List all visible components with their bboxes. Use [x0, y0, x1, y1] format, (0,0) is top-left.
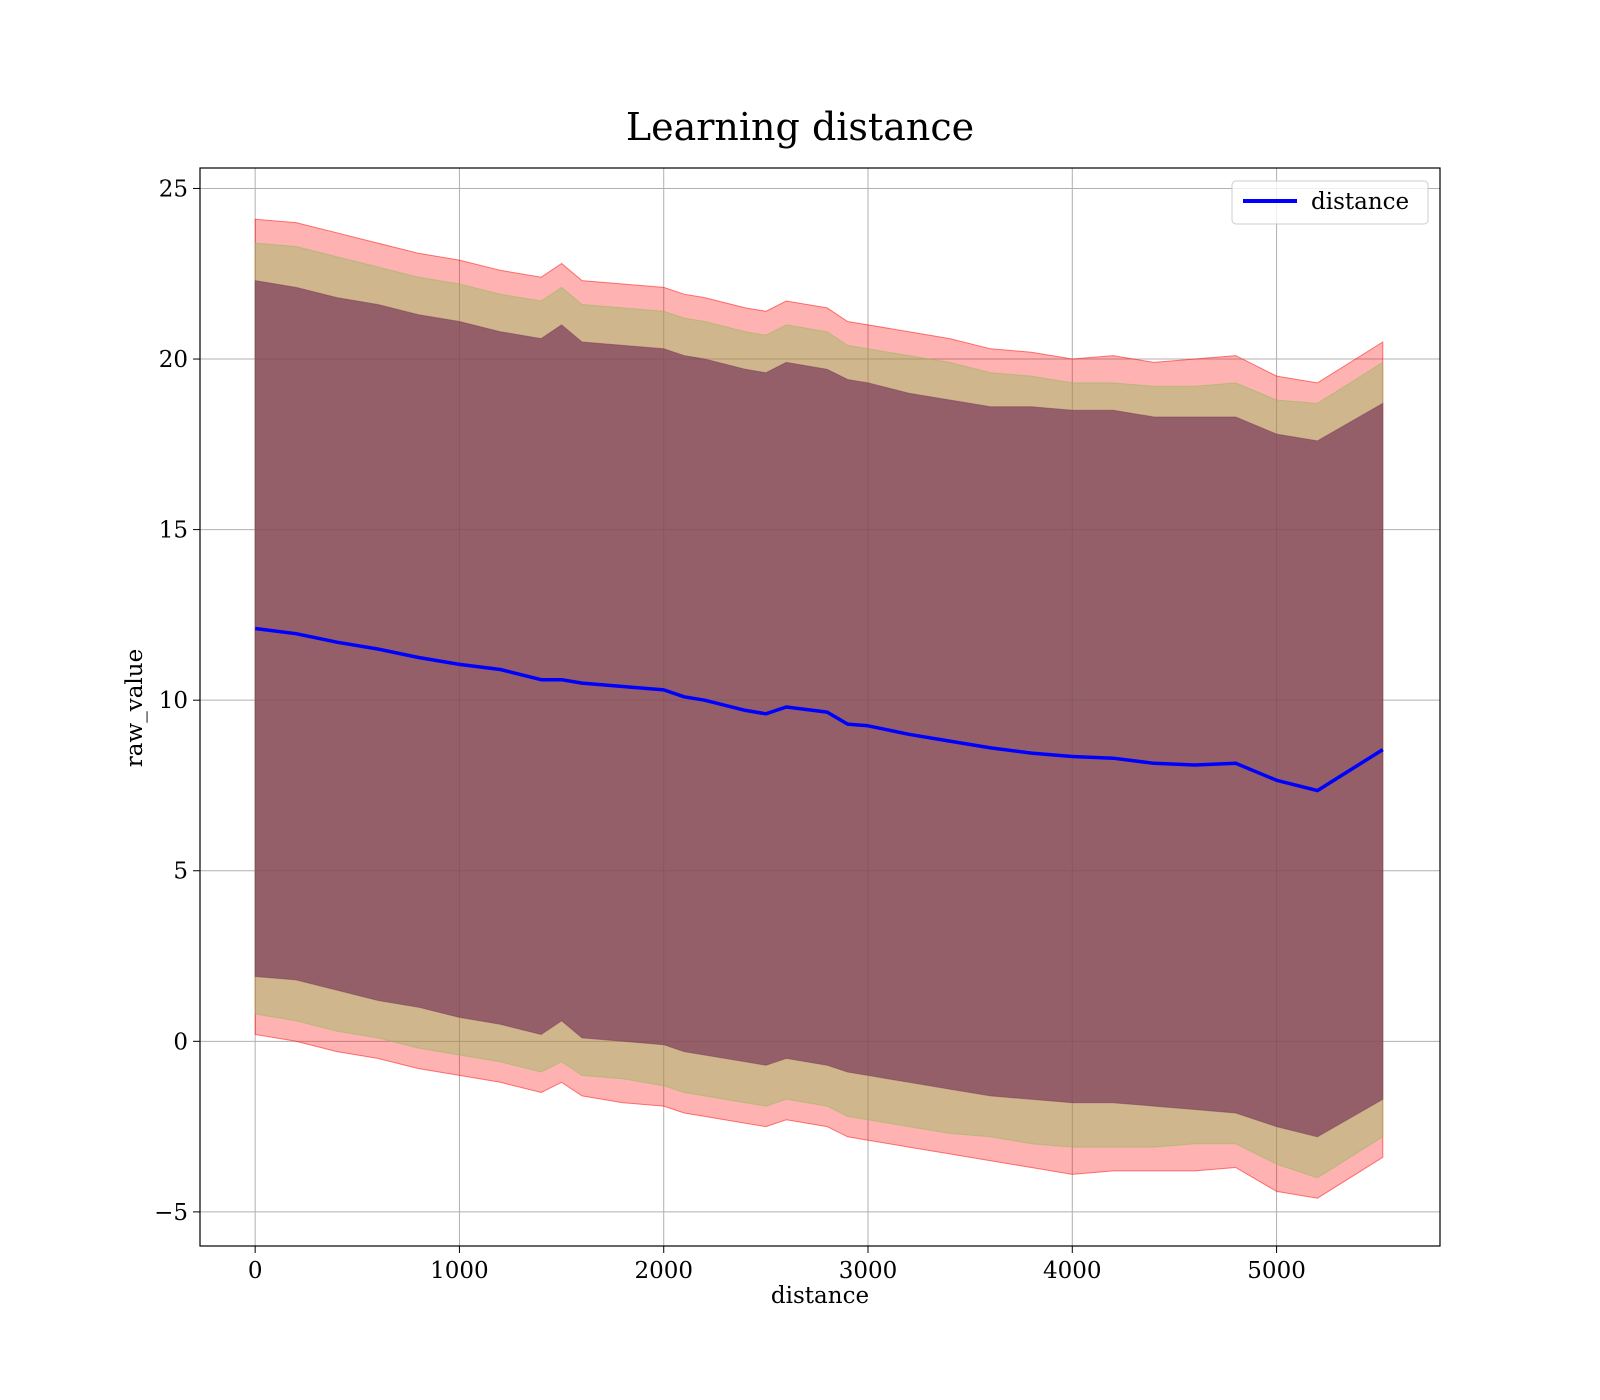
- legend-box: [1231, 180, 1429, 225]
- y-tick-label: 5: [173, 859, 188, 885]
- band-inner: [254, 280, 1384, 1138]
- x-tick-label: 1000: [430, 1258, 489, 1284]
- y-tick-label: 25: [159, 176, 188, 202]
- x-tick-label: 4000: [1043, 1258, 1102, 1284]
- plot-frame: [199, 167, 1441, 1247]
- chart-title: Learning distance: [626, 105, 974, 149]
- x-axis-label: distance: [771, 1283, 869, 1309]
- ticks: 0 1000 2000 3000 4000 5000 −5 0 5 10 15 20 25: [154, 176, 1306, 1284]
- y-tick-label: 15: [159, 518, 188, 544]
- series-lines: [254, 626, 1384, 793]
- x-tick-label: 3000: [839, 1258, 898, 1284]
- x-tick-label: 0: [248, 1258, 263, 1284]
- y-axis-label: raw_value: [122, 649, 148, 767]
- y-tick-label: 20: [159, 347, 188, 373]
- x-tick-label: 2000: [634, 1258, 693, 1284]
- legend-entry-distance: distance: [1311, 189, 1409, 215]
- legend: distance: [1231, 180, 1429, 225]
- series-line-distance: [254, 626, 1384, 793]
- y-tick-label: 10: [159, 688, 188, 714]
- y-tick-label: −5: [154, 1200, 188, 1226]
- x-tick-label: 5000: [1247, 1258, 1306, 1284]
- bands: [254, 218, 1384, 1199]
- y-tick-label: 0: [173, 1029, 188, 1055]
